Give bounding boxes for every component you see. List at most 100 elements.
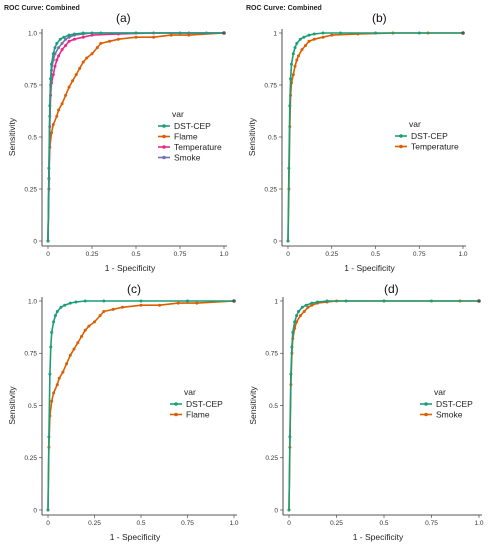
x-tick-label: 0 bbox=[46, 251, 50, 258]
x-tick-label: 0 bbox=[287, 520, 291, 527]
y-axis-title: Sensitivity bbox=[7, 117, 17, 156]
data-point bbox=[134, 31, 138, 35]
data-point bbox=[57, 376, 61, 380]
data-point bbox=[50, 330, 54, 334]
data-point bbox=[321, 31, 325, 35]
legend-label: Temperature bbox=[174, 142, 222, 152]
legend-swatch-point bbox=[399, 144, 403, 149]
data-point bbox=[83, 328, 87, 332]
legend-swatch-point bbox=[424, 402, 428, 406]
data-point bbox=[71, 79, 75, 83]
data-point bbox=[186, 299, 189, 303]
series-dst-cep bbox=[286, 31, 465, 243]
y-tick-label: 0 bbox=[33, 507, 37, 514]
data-point bbox=[295, 58, 299, 62]
data-point bbox=[312, 32, 316, 36]
data-point bbox=[95, 46, 99, 50]
data-point bbox=[288, 104, 292, 108]
panel-label: (a) bbox=[116, 11, 131, 25]
data-point bbox=[120, 305, 124, 309]
data-point bbox=[48, 372, 52, 376]
data-point bbox=[306, 305, 310, 309]
data-point bbox=[158, 303, 162, 307]
data-point bbox=[287, 508, 291, 512]
data-point bbox=[58, 37, 62, 41]
data-point bbox=[344, 299, 348, 303]
legend-label: Temperature bbox=[411, 142, 459, 152]
data-point bbox=[289, 372, 293, 376]
y-tick-label: 0.75 bbox=[264, 82, 277, 89]
y-tick-label: 0.5 bbox=[269, 403, 278, 410]
data-point bbox=[47, 166, 51, 170]
x-tick-label: 0.75 bbox=[181, 520, 194, 527]
data-point bbox=[298, 37, 302, 41]
data-point bbox=[102, 310, 106, 313]
data-point bbox=[53, 314, 57, 318]
data-point bbox=[293, 64, 297, 68]
x-tick-label: 0.75 bbox=[174, 251, 187, 258]
data-point bbox=[430, 299, 433, 303]
data-point bbox=[51, 123, 55, 126]
x-tick-label: 0.25 bbox=[330, 520, 343, 527]
data-point bbox=[51, 52, 55, 56]
data-point bbox=[286, 239, 290, 243]
x-tick-label: 0.5 bbox=[131, 251, 140, 258]
data-point bbox=[382, 299, 386, 303]
data-point bbox=[98, 314, 102, 318]
data-point bbox=[293, 320, 297, 324]
y-tick-label: 1 bbox=[274, 298, 278, 305]
y-tick-label: 0.25 bbox=[265, 455, 278, 462]
legend-swatch-point bbox=[162, 134, 166, 139]
data-point bbox=[169, 33, 173, 37]
data-point bbox=[81, 35, 85, 39]
y-tick-label: 0 bbox=[273, 238, 277, 245]
x-tick-label: 0 bbox=[286, 251, 290, 258]
data-point bbox=[67, 39, 71, 43]
x-axis-title: 1 - Specificity bbox=[344, 263, 395, 273]
data-point bbox=[50, 399, 54, 403]
x-tick-label: 0.5 bbox=[379, 520, 388, 527]
y-tick-label: 0.25 bbox=[24, 186, 37, 193]
data-point bbox=[60, 41, 64, 45]
endpoint-marker bbox=[222, 31, 226, 35]
data-point bbox=[99, 31, 103, 35]
legend-swatch-point bbox=[162, 145, 166, 149]
data-point bbox=[46, 239, 50, 243]
y-tick-label: 1.0 bbox=[28, 298, 37, 305]
data-point bbox=[287, 166, 291, 170]
data-point bbox=[178, 31, 182, 35]
data-point bbox=[295, 314, 299, 318]
y-tick-label: 1 bbox=[273, 30, 277, 37]
data-point bbox=[152, 35, 156, 39]
data-point bbox=[55, 114, 59, 118]
y-axis-title: Sensitivity bbox=[248, 386, 258, 425]
legend-item: Temperature bbox=[158, 142, 222, 152]
data-point bbox=[289, 77, 293, 81]
legend-item: Flame bbox=[170, 410, 210, 420]
roc-panel-b: ROC Curve: Combined (b) 0 0.25 0.5 0.75 1.0 0 0.… bbox=[246, 5, 468, 273]
legend-title: var bbox=[434, 387, 446, 397]
data-point bbox=[48, 104, 52, 108]
y-tick-label: 0.5 bbox=[268, 134, 277, 141]
data-point bbox=[87, 324, 91, 328]
data-point bbox=[55, 383, 59, 387]
y-tick-label: 1.0 bbox=[28, 30, 37, 37]
data-point bbox=[55, 310, 59, 313]
data-point bbox=[74, 73, 78, 77]
legend-title: var bbox=[184, 387, 196, 397]
data-point bbox=[298, 314, 302, 318]
data-point bbox=[76, 341, 80, 345]
legend-swatch-point bbox=[162, 124, 166, 128]
y-axis-title: Sensitivity bbox=[7, 386, 17, 425]
data-point bbox=[52, 320, 56, 324]
legend-title: var bbox=[409, 119, 421, 129]
data-point bbox=[67, 85, 71, 89]
data-point bbox=[316, 300, 319, 304]
legend-item: DST-CEP bbox=[158, 121, 211, 131]
legend-label: Flame bbox=[174, 132, 198, 142]
data-point bbox=[187, 33, 191, 37]
data-point bbox=[417, 31, 421, 35]
x-tick-label: 1.0 bbox=[474, 520, 483, 527]
data-point bbox=[51, 73, 55, 77]
